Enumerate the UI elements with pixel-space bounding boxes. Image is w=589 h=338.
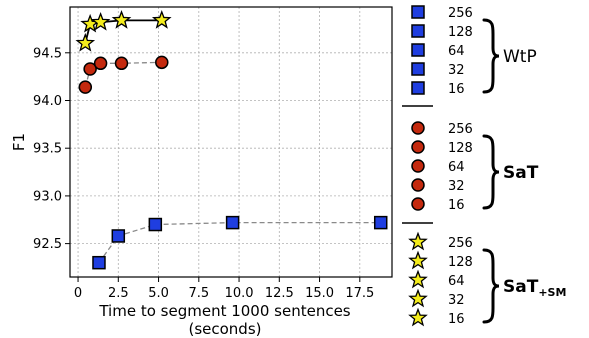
legend-entry-label: 16 <box>448 82 465 97</box>
legend-entry-label: 64 <box>448 44 465 59</box>
legend-entry-label: 32 <box>448 63 465 78</box>
data-point <box>93 56 108 71</box>
y-tick-label: 94.5 <box>33 46 62 61</box>
legend-marker <box>411 43 425 57</box>
legend-marker <box>411 81 425 95</box>
legend-group-name: SaT+SM <box>503 277 566 299</box>
y-tick-label: 92.5 <box>33 237 62 252</box>
legend-group-subscript: +SM <box>538 286 566 299</box>
legend-group-name: SaT <box>503 163 539 183</box>
legend-group: 256 128 64 32 16 SaT+SM <box>408 231 566 327</box>
legend-group-name: WtP <box>503 47 537 67</box>
data-point <box>148 217 163 232</box>
legend-entry-label: 32 <box>448 293 465 308</box>
x-axis-label: Time to segment 1000 sentences <box>98 302 350 320</box>
plot-frame <box>69 6 393 278</box>
legend-marker <box>408 269 428 289</box>
x-axis-ticks: 0 2.5 5.0 7.5 10.0 12.5 15.0 17.5 <box>74 277 374 301</box>
legend-marker <box>408 288 428 308</box>
legend-marker <box>411 197 425 211</box>
legend: 256 128 64 32 16 WtP 256 128 64 32 16 SaT 256 128 64 32… <box>408 5 566 327</box>
x-tick-label: 7.5 <box>188 286 209 301</box>
legend-entry-label: 256 <box>448 122 473 137</box>
legend-entry-label: 256 <box>448 6 473 21</box>
y-axis-label: F1 <box>10 133 28 151</box>
legend-entry-label: 128 <box>448 25 473 40</box>
data-point <box>373 215 388 230</box>
y-tick-label: 94.0 <box>33 94 62 109</box>
legend-brace <box>482 248 500 324</box>
legend-entry-label: 128 <box>448 141 473 156</box>
x-axis-sublabel: (seconds) <box>188 320 261 338</box>
legend-entry-label: 128 <box>448 255 473 270</box>
y-tick-label: 93.5 <box>33 142 62 157</box>
series-line <box>98 221 381 264</box>
x-tick-label: 5.0 <box>148 286 169 301</box>
legend-marker <box>411 178 425 192</box>
legend-marker <box>411 62 425 76</box>
legend-marker <box>408 307 428 327</box>
x-tick-label: 2.5 <box>108 286 129 301</box>
data-point <box>92 255 106 270</box>
legend-marker <box>408 231 428 251</box>
data-point <box>75 32 96 52</box>
y-tick-label: 93.0 <box>33 189 62 204</box>
legend-marker <box>411 24 425 38</box>
data-point <box>111 229 126 243</box>
legend-marker <box>411 140 425 154</box>
legend-entry-label: 16 <box>448 198 465 213</box>
legend-brace <box>482 134 500 210</box>
legend-group: 256 128 64 32 16 SaT <box>411 121 539 213</box>
x-tick-label: 15.0 <box>305 286 334 301</box>
legend-entry-label: 256 <box>448 236 473 251</box>
data-point <box>90 11 111 31</box>
data-point <box>155 55 169 70</box>
legend-marker <box>408 250 428 270</box>
legend-entry-label: 64 <box>448 160 465 175</box>
x-tick-label: 0 <box>74 286 82 301</box>
data-point <box>111 10 132 29</box>
plot-series <box>75 10 388 270</box>
data-point <box>78 80 93 94</box>
x-tick-label: 12.5 <box>265 286 294 301</box>
series-sat-sm <box>75 10 172 52</box>
legend-marker <box>411 121 425 135</box>
legend-entry-label: 16 <box>448 312 465 327</box>
legend-group: 256 128 64 32 16 WtP <box>411 5 537 97</box>
legend-entry-label: 64 <box>448 274 465 289</box>
x-tick-label: 17.5 <box>345 286 374 301</box>
x-tick-label: 10.0 <box>225 286 254 301</box>
series-wtp <box>92 215 388 270</box>
legend-marker <box>411 159 425 173</box>
legend-marker <box>411 5 425 19</box>
series-sat <box>78 55 169 94</box>
data-point <box>83 62 97 76</box>
y-axis-ticks: 92.5 93.0 93.5 94.0 94.5 <box>33 46 70 252</box>
data-point <box>114 56 129 71</box>
legend-entry-label: 32 <box>448 179 465 194</box>
data-point <box>225 215 240 230</box>
legend-brace <box>482 18 500 94</box>
data-point <box>151 10 172 29</box>
